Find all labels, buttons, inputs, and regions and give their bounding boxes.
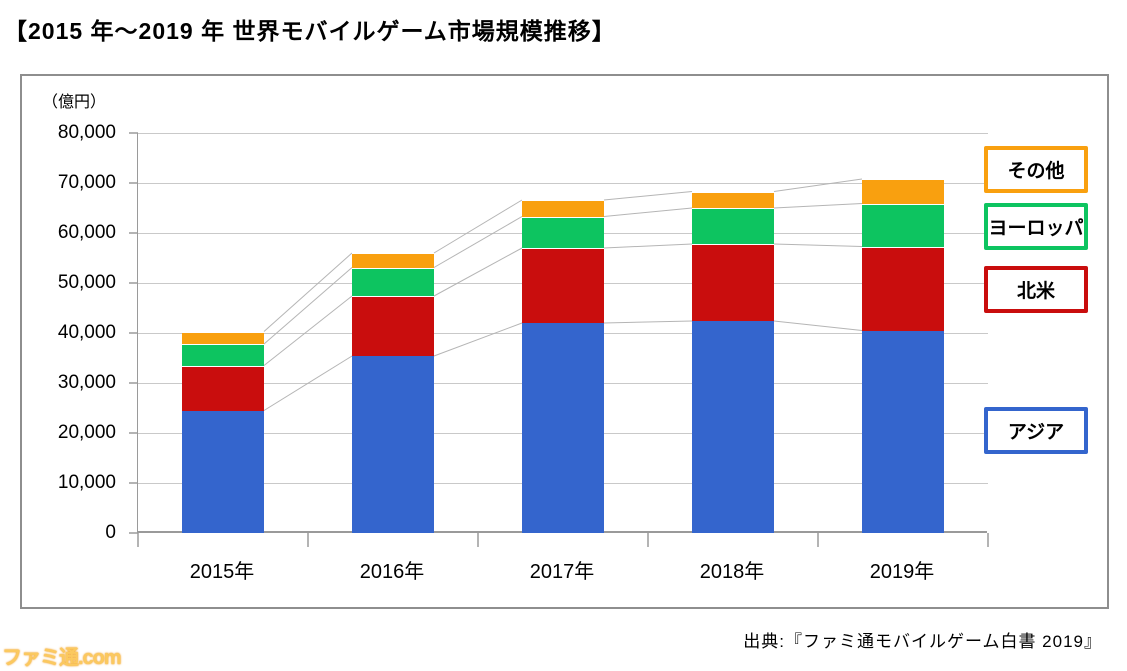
series-line-その他 — [263, 252, 353, 332]
chart-title: 【2015 年～2019 年 世界モバイルゲーム市場規模推移】 — [4, 18, 616, 44]
series-line-北米 — [433, 247, 523, 297]
bar-segment-その他-2016年 — [352, 253, 434, 268]
bar-segment-アジア-2018年 — [692, 321, 774, 533]
bar-segment-ヨーロッパ-2015年 — [182, 344, 264, 366]
y-tick-label: 50,000 — [57, 272, 116, 293]
series-line-北米 — [603, 243, 693, 249]
bar-segment-アジア-2016年 — [352, 356, 434, 533]
bar-segment-ヨーロッパ-2019年 — [862, 203, 944, 247]
series-line-北米 — [773, 243, 863, 247]
y-tick-label: 10,000 — [57, 472, 116, 493]
bar-segment-北米-2015年 — [182, 365, 264, 411]
source-citation: 出典:『ファミ通モバイルゲーム白書 2019』 — [743, 632, 1102, 651]
bar-segment-その他-2015年 — [182, 331, 264, 344]
bar-segment-ヨーロッパ-2016年 — [352, 267, 434, 296]
bar-segment-アジア-2019年 — [862, 330, 944, 533]
y-axis-unit-label: （億円） — [42, 94, 107, 111]
bar-segment-その他-2019年 — [862, 179, 944, 204]
series-line-アジア — [773, 320, 863, 331]
bar-segment-ヨーロッパ-2017年 — [522, 216, 604, 248]
plot-area — [129, 132, 989, 547]
series-line-ヨーロッパ — [433, 216, 523, 268]
series-line-その他 — [433, 199, 523, 254]
bar-segment-北米-2017年 — [522, 248, 604, 323]
bar-segment-北米-2018年 — [692, 244, 774, 321]
legend-item-ヨーロッパ: ヨーロッパ — [984, 203, 1088, 250]
series-line-北米 — [263, 295, 353, 366]
series-line-アジア — [433, 322, 523, 357]
y-tick-label: 40,000 — [57, 322, 116, 343]
legend-item-その他: その他 — [984, 146, 1088, 193]
gridline — [138, 183, 988, 184]
series-line-ヨーロッパ — [603, 207, 693, 217]
legend-item-北米: 北米 — [984, 266, 1088, 313]
y-tick-label: 70,000 — [57, 172, 116, 193]
series-line-アジア — [603, 320, 693, 324]
y-tick-label: 20,000 — [57, 422, 116, 443]
y-tick-label: 80,000 — [57, 122, 116, 143]
y-tick-label: 30,000 — [57, 372, 116, 393]
y-tick-label: 60,000 — [57, 222, 116, 243]
x-tick-label-2015年: 2015年 — [189, 561, 255, 583]
bar-segment-ヨーロッパ-2018年 — [692, 208, 774, 244]
famitsu-watermark-logo: ファミ通.com — [2, 647, 122, 669]
series-line-その他 — [603, 191, 693, 201]
bar-segment-アジア-2017年 — [522, 323, 604, 533]
series-line-その他 — [773, 178, 863, 192]
bar-segment-アジア-2015年 — [182, 410, 264, 533]
bar-segment-北米-2016年 — [352, 296, 434, 356]
bar-segment-その他-2017年 — [522, 200, 604, 217]
legend-item-アジア: アジア — [984, 407, 1088, 454]
x-tick-label-2019年: 2019年 — [869, 561, 935, 583]
bar-segment-その他-2018年 — [692, 191, 774, 208]
gridline — [138, 133, 988, 134]
series-line-ヨーロッパ — [773, 203, 863, 209]
x-tick-label-2017年: 2017年 — [529, 561, 595, 583]
y-tick-label: 0 — [105, 522, 116, 543]
x-tick-label-2016年: 2016年 — [359, 561, 425, 583]
bar-segment-北米-2019年 — [862, 246, 944, 331]
x-tick-label-2018年: 2018年 — [699, 561, 765, 583]
